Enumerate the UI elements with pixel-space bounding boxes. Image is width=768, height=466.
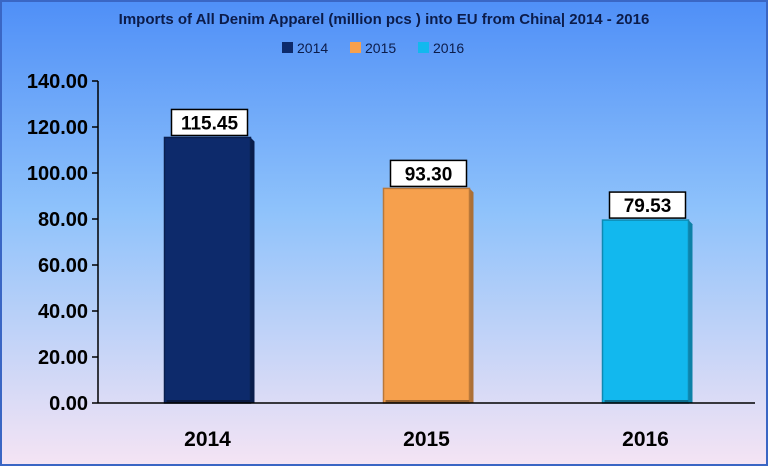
y-tick-label: 140.00 (27, 71, 88, 93)
legend-label: 2016 (433, 40, 464, 56)
data-label-text: 93.30 (405, 164, 453, 185)
legend-swatch (282, 42, 293, 53)
x-tick-label: 2016 (622, 428, 669, 451)
data-label-box (608, 191, 687, 219)
y-tick-label: 20.00 (38, 347, 88, 369)
legend-item-2016: 2016 (418, 40, 464, 56)
y-tick-label: 100.00 (27, 163, 88, 185)
data-label: 79.53 (608, 191, 687, 219)
bar-side (688, 220, 693, 403)
data-label: 115.45 (170, 108, 249, 137)
y-tick-label: 120.00 (27, 117, 88, 139)
bar-base (385, 400, 470, 403)
data-label-box (170, 108, 249, 137)
bar-2016 (601, 219, 693, 404)
bar-side (250, 137, 255, 403)
legend-item-2014: 2014 (282, 40, 328, 56)
legend-swatch (350, 42, 361, 53)
legend: 2014 2015 2016 (282, 40, 464, 56)
data-label-text: 115.45 (181, 113, 238, 134)
y-axis: 0.00 20.00 40.00 60.00 80.00 100.00 120.00 140.… (27, 71, 99, 415)
data-label-box (389, 159, 468, 188)
data-label-text: 79.53 (624, 196, 672, 217)
bar-front (382, 187, 471, 404)
legend-swatch (418, 42, 429, 53)
legend-label: 2015 (365, 40, 396, 56)
bar-base (604, 400, 689, 403)
bar-2015 (382, 187, 474, 404)
data-labels: 115.45 93.30 79.53 (170, 108, 687, 219)
data-label: 93.30 (389, 159, 468, 188)
y-tick-label: 40.00 (38, 301, 88, 323)
y-tick-label: 60.00 (38, 255, 88, 277)
bar-front (601, 219, 690, 404)
chart-title: Imports of All Denim Apparel (million pc… (119, 11, 650, 28)
x-tick-label: 2014 (184, 428, 231, 451)
legend-label: 2014 (297, 40, 328, 56)
y-tick-label: 80.00 (38, 209, 88, 231)
x-axis: 2014 2015 2016 (98, 402, 755, 451)
x-tick-label: 2015 (403, 428, 450, 451)
bars (163, 136, 693, 404)
bar-front (163, 136, 252, 404)
legend-item-2015: 2015 (350, 40, 396, 56)
y-tick-label: 0.00 (49, 393, 88, 415)
bar-base (166, 400, 251, 403)
bar-side (469, 188, 474, 403)
bar-2014 (163, 136, 255, 404)
